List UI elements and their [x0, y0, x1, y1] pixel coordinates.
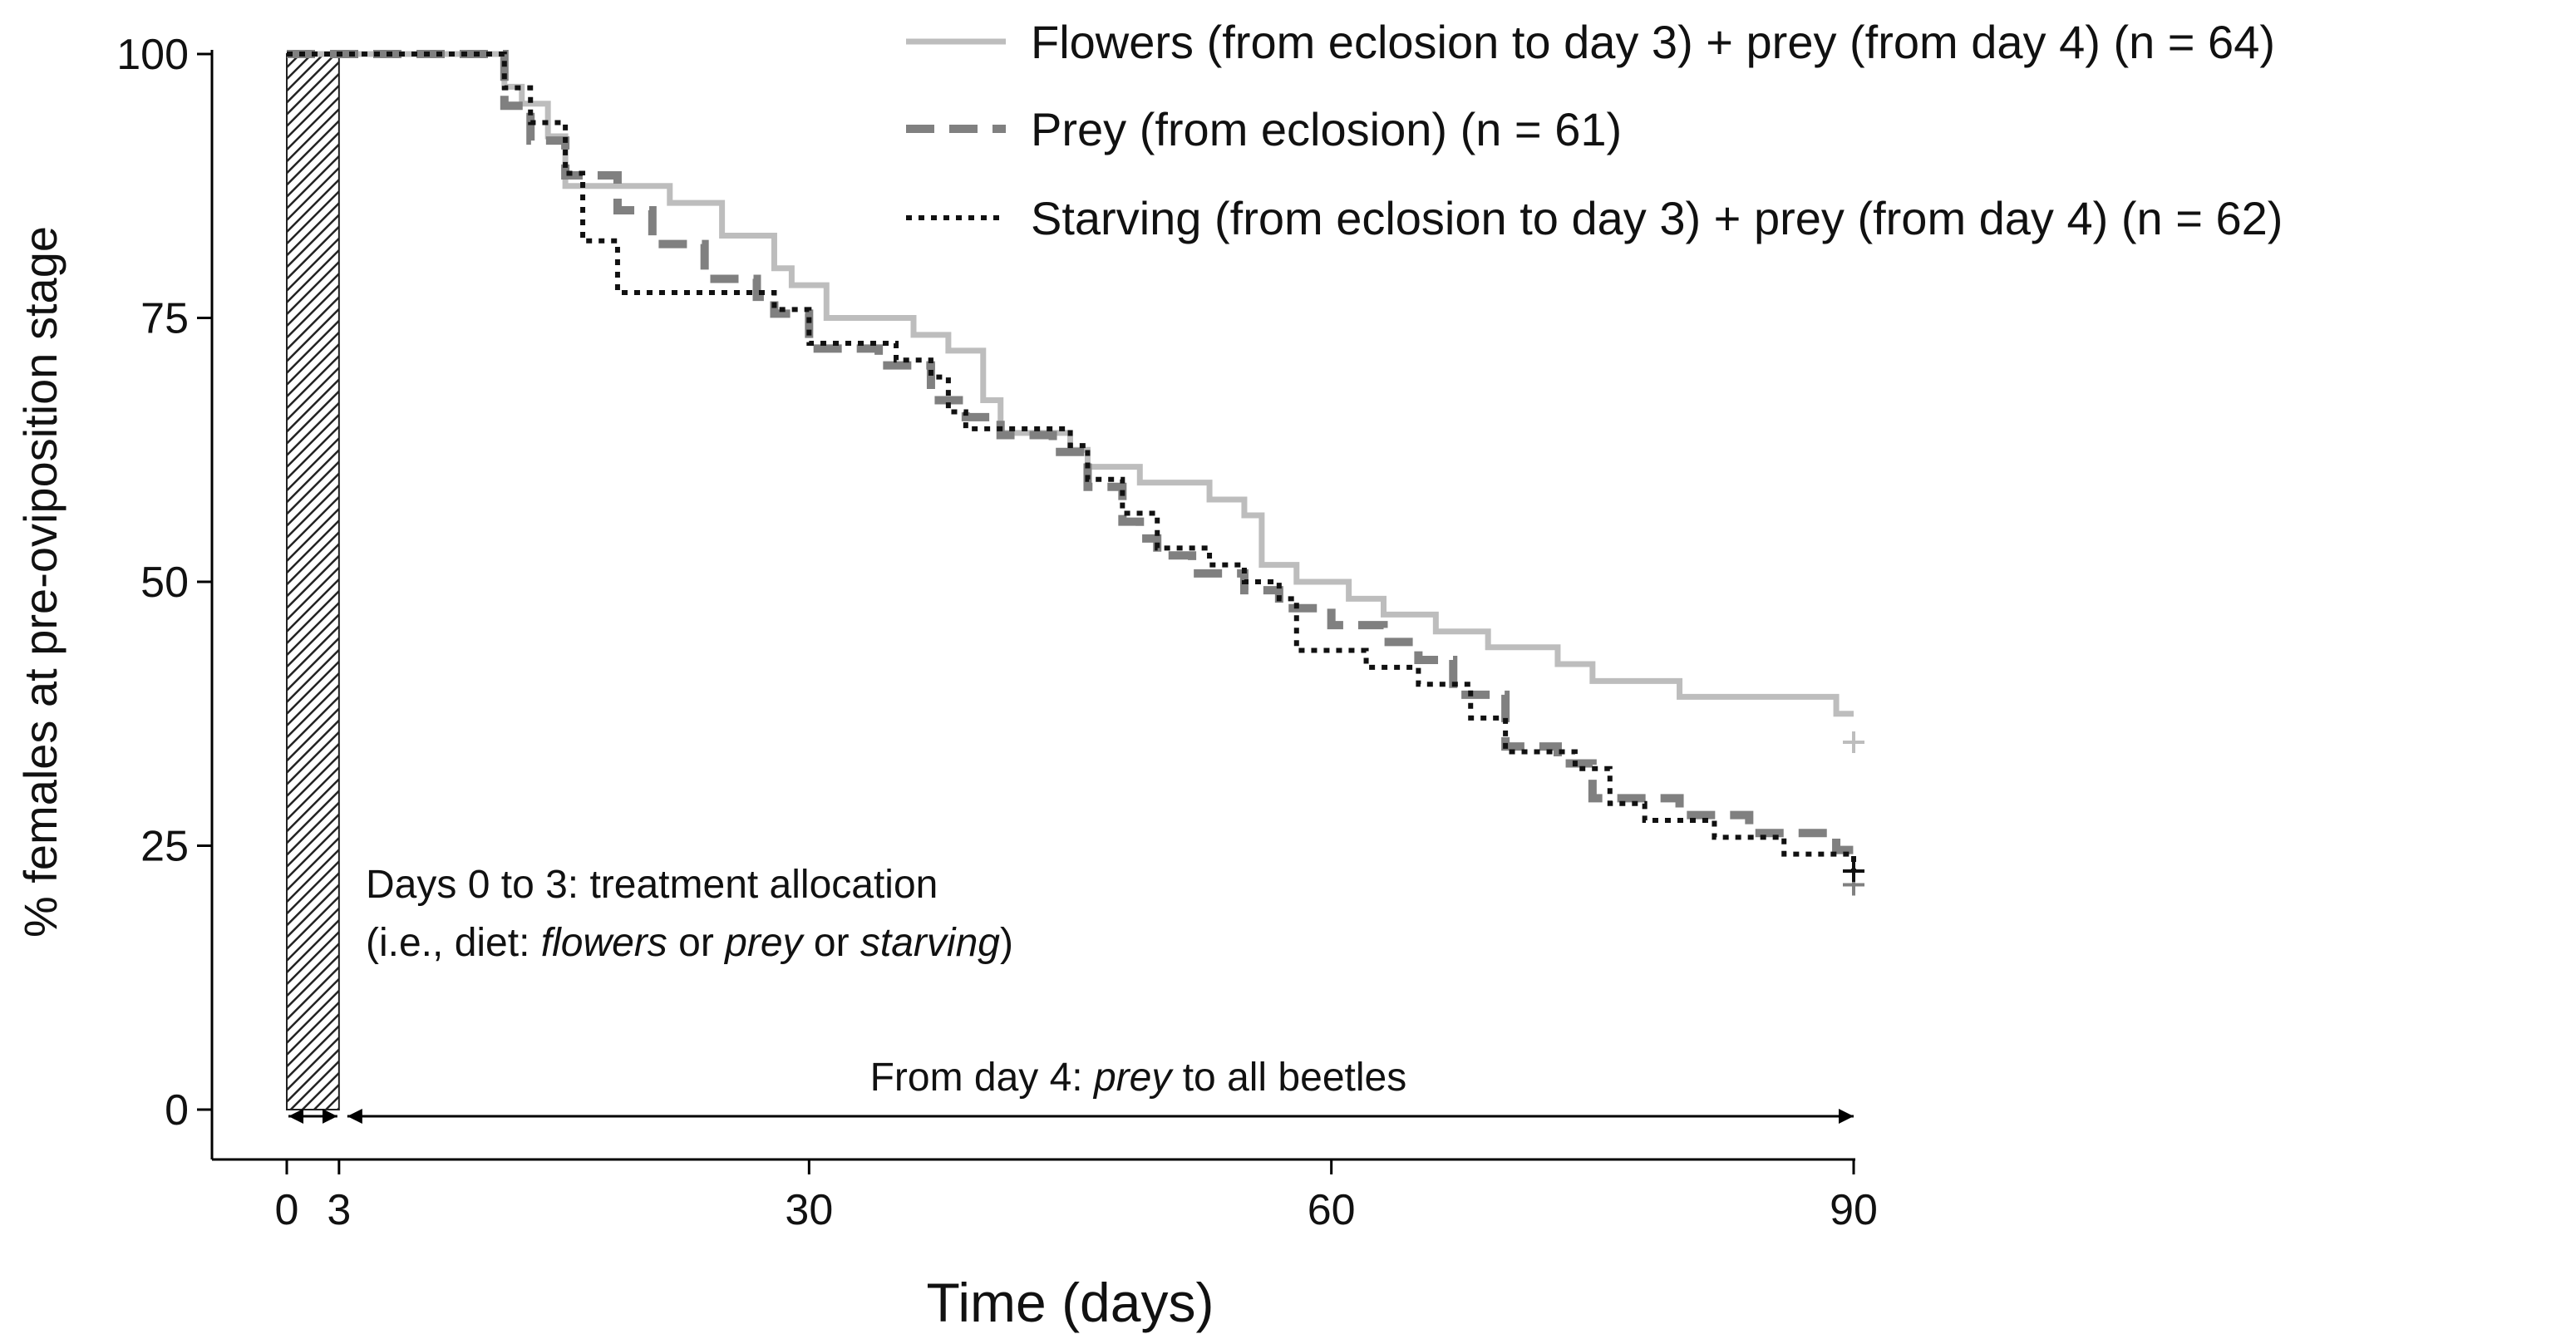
treatment-allocation-shaded-period: [286, 53, 340, 1110]
legend-label-3: Starving (from eclosion to day 3) + prey…: [1031, 192, 2283, 244]
censor-marker-1: [1843, 731, 1864, 754]
y-tick-label: 75: [140, 295, 189, 343]
series-line-2: [287, 50, 1854, 854]
x-tick-label: 3: [327, 1186, 351, 1234]
y-axis-ticks: 0 25 50 75 100: [116, 31, 212, 1135]
diet-starving: starving: [860, 921, 1000, 965]
from-day4-prefix: From day 4:: [870, 1056, 1094, 1100]
y-tick-label: 25: [140, 823, 189, 871]
from-day4-annotation: From day 4: prey to all beetles: [870, 1056, 1407, 1100]
x-axis-label: Time (days): [927, 1272, 1214, 1333]
legend-label-2: Prey (from eclosion) (n = 61): [1031, 103, 1622, 155]
x-tick-label: 90: [1830, 1186, 1878, 1234]
diet-flowers: flowers: [541, 921, 667, 965]
or-text-2: or: [803, 921, 860, 965]
series-line-3: [287, 52, 1856, 871]
x-tick-label: 60: [1308, 1186, 1356, 1234]
censor-marker-3: [1843, 859, 1864, 882]
from-day4-suffix: to all beetles: [1171, 1056, 1406, 1100]
series-layer: [287, 50, 1864, 896]
from-day4-prey: prey: [1092, 1056, 1174, 1100]
x-tick-label: 0: [275, 1186, 299, 1234]
legend-label-1: Flowers (from eclosion to day 3) + prey …: [1031, 16, 2275, 68]
allocation-prefix: (i.e., diet:: [366, 921, 541, 965]
x-axis-ticks: 0 3 30 60 90: [275, 1159, 1878, 1234]
y-tick-label: 100: [116, 31, 189, 79]
allocation-suffix: ): [1000, 921, 1013, 965]
y-tick-label: 0: [165, 1086, 189, 1135]
y-axis-label: % females at pre-oviposition stage: [14, 226, 66, 938]
allocation-annotation-line1: Days 0 to 3: treatment allocation: [366, 863, 938, 907]
diet-prey: prey: [723, 921, 805, 965]
y-tick-label: 50: [140, 559, 189, 607]
legend: Flowers (from eclosion to day 3) + prey …: [906, 16, 2283, 244]
x-tick-label: 30: [785, 1186, 833, 1234]
allocation-annotation-line2: (i.e., diet: flowers or prey or starving…: [366, 921, 1013, 965]
or-text-1: or: [667, 921, 725, 965]
